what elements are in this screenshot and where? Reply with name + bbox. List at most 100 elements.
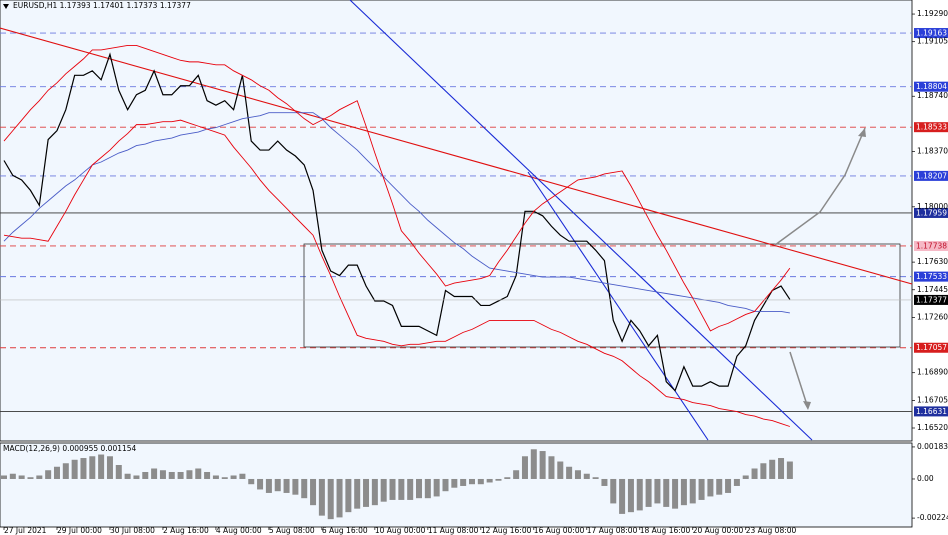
indicator-line	[3, 119, 791, 427]
macd-bar	[168, 471, 175, 479]
macd-bar	[407, 478, 414, 500]
macd-bar	[1, 475, 7, 479]
level-label-box	[914, 207, 948, 218]
menu-arrow[interactable]	[3, 4, 9, 9]
level-label-box	[914, 271, 948, 282]
y-tick-label: 1.18740	[917, 91, 948, 100]
y-tick-label: 1.16890	[917, 368, 948, 377]
macd-bar	[265, 478, 272, 493]
macd-bar	[80, 458, 87, 479]
macd-bar	[336, 478, 343, 518]
x-tick-label: 20 Aug 00:00	[693, 526, 744, 535]
indicator-line	[3, 44, 791, 332]
macd-bar	[654, 478, 661, 504]
macd-bar	[689, 478, 696, 504]
y-tick-label: 1.19105	[917, 37, 948, 46]
y-tick-label: 1.17260	[917, 312, 948, 321]
level-label-box	[914, 342, 948, 353]
macd-bar	[318, 478, 325, 516]
macd-bar	[672, 478, 679, 509]
x-tick-label: 16 Aug 00:00	[534, 526, 585, 535]
x-tick-label: 12 Aug 16:00	[481, 526, 532, 535]
macd-bar	[601, 478, 608, 486]
macd-bar	[663, 478, 670, 507]
macd-bar	[627, 478, 634, 513]
channel-line	[527, 171, 709, 441]
macd-bar	[195, 468, 202, 479]
levels: 1.19163 1.18804 1.18533 1.18207 1.17959 1.177…	[0, 28, 948, 417]
y-tick-label: 1.16705	[917, 395, 948, 404]
macd-bar	[327, 478, 334, 520]
projection-arrow	[789, 351, 809, 409]
macd-bar	[495, 478, 502, 481]
macd-bar	[230, 475, 237, 479]
macd-bar	[610, 478, 617, 504]
macd-bar	[301, 478, 308, 499]
drawings	[0, 0, 913, 441]
range-box	[303, 243, 901, 348]
level-label: 1.19163	[916, 29, 947, 38]
macd-bar	[133, 475, 140, 479]
macd-bar	[274, 478, 281, 492]
macd-bar	[698, 478, 705, 500]
macd-bar	[98, 454, 105, 479]
macd-bar	[751, 468, 758, 479]
macd-bar	[769, 459, 776, 479]
macd-bar	[619, 478, 626, 514]
projection-arrow	[774, 127, 866, 246]
macd-bar	[204, 471, 211, 479]
macd-bar	[186, 470, 193, 479]
macd-bar	[27, 477, 34, 479]
macd-bar	[477, 478, 484, 485]
macd-bar	[62, 463, 69, 479]
macd-bar	[433, 478, 440, 497]
macd-bar	[106, 456, 113, 479]
macd-bar	[442, 478, 449, 492]
y-tick-label: 1.17445	[917, 285, 948, 294]
x-tick-label: 30 Jul 08:00	[110, 526, 155, 535]
level-label-box	[914, 28, 948, 39]
macd-bar	[460, 478, 467, 486]
y-tick-label: 0.001835	[917, 442, 948, 451]
macd-bar	[486, 478, 493, 483]
price-panel	[0, 0, 913, 442]
macd-bar	[363, 478, 370, 507]
level-label-box	[914, 240, 948, 251]
macd-bar	[645, 478, 652, 507]
price-line	[3, 52, 791, 392]
macd-bar	[592, 477, 599, 479]
level-label-box	[914, 406, 948, 417]
macd-bar	[36, 475, 43, 479]
macd-bar	[9, 473, 16, 479]
x-tick-label: 10 Aug 00:00	[375, 526, 426, 535]
macd-bar	[45, 470, 52, 479]
x-tick-label: 6 Aug 16:00	[322, 526, 368, 535]
x-tick-label: 27 Jul 2021	[4, 526, 47, 535]
indicator-line	[3, 112, 790, 314]
macd-bar	[53, 466, 60, 479]
y-tick-label: 0.00	[917, 474, 934, 483]
macd-bar	[389, 478, 396, 500]
macd-bar	[742, 475, 749, 479]
macd-bar	[716, 478, 723, 495]
x-tick-label: 29 Jul 00:00	[57, 526, 102, 535]
macd-bar	[733, 478, 740, 486]
macd-bar	[468, 478, 475, 485]
trend-line	[0, 27, 913, 285]
level-label: 1.17738	[916, 241, 947, 250]
macd-bar	[310, 478, 317, 506]
x-tick-label: 4 Aug 00:00	[216, 526, 262, 535]
y-tick-label: 1.17630	[917, 257, 948, 266]
macd-bar	[786, 461, 793, 479]
macd-bar	[451, 478, 458, 488]
x-tick-label: 23 Aug 08:00	[746, 526, 797, 535]
last-price-label: 1.17377	[916, 295, 947, 304]
level-label: 1.17959	[916, 208, 947, 217]
x-tick-label: 17 Aug 08:00	[587, 526, 638, 535]
y-tick-label: 1.18000	[917, 202, 948, 211]
macd-bar	[159, 470, 166, 479]
macd-bar	[398, 478, 405, 500]
macd-bar	[530, 449, 537, 479]
macd-bar	[371, 478, 378, 506]
